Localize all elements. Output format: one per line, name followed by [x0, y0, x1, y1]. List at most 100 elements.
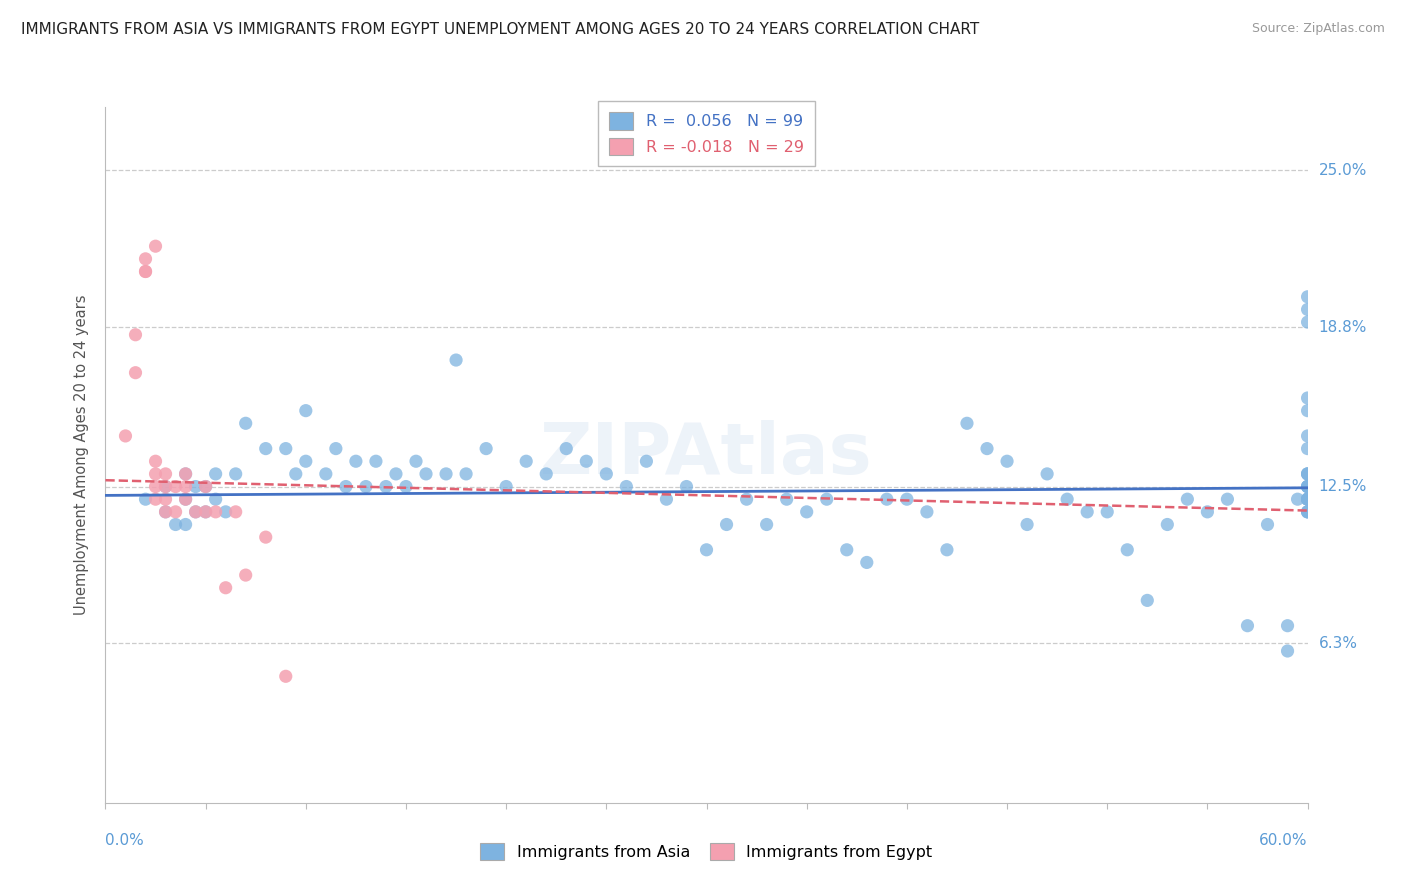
Point [155, 467, 177, 481]
Point [124, 366, 146, 380]
Point [796, 505, 818, 519]
Point [995, 454, 1018, 468]
Point [174, 492, 197, 507]
Point [235, 568, 257, 582]
Point [274, 669, 297, 683]
Point [1296, 467, 1319, 481]
Point [855, 556, 877, 570]
Point [155, 479, 177, 493]
Point [1296, 505, 1319, 519]
Point [1296, 492, 1319, 507]
Point [174, 492, 197, 507]
Point [1216, 492, 1239, 507]
Point [1177, 492, 1199, 507]
Point [295, 403, 318, 417]
Point [194, 505, 217, 519]
Point [1296, 479, 1319, 493]
Point [1296, 479, 1319, 493]
Point [1296, 403, 1319, 417]
Point [184, 505, 207, 519]
Point [135, 264, 157, 278]
Y-axis label: Unemployment Among Ages 20 to 24 years: Unemployment Among Ages 20 to 24 years [75, 294, 90, 615]
Point [1296, 315, 1319, 329]
Point [696, 542, 718, 557]
Text: IMMIGRANTS FROM ASIA VS IMMIGRANTS FROM EGYPT UNEMPLOYMENT AMONG AGES 20 TO 24 Y: IMMIGRANTS FROM ASIA VS IMMIGRANTS FROM … [21, 22, 980, 37]
Point [204, 492, 226, 507]
Point [274, 442, 297, 456]
Legend: Immigrants from Asia, Immigrants from Egypt: Immigrants from Asia, Immigrants from Eg… [470, 831, 943, 871]
Point [444, 353, 467, 368]
Point [284, 467, 307, 481]
Point [194, 479, 217, 493]
Point [1296, 429, 1319, 443]
Text: 0.0%: 0.0% [105, 833, 145, 848]
Point [295, 454, 318, 468]
Point [1296, 479, 1319, 493]
Point [395, 479, 418, 493]
Point [165, 479, 187, 493]
Point [1296, 442, 1319, 456]
Point [135, 492, 157, 507]
Point [204, 467, 226, 481]
Point [174, 467, 197, 481]
Point [1286, 492, 1309, 507]
Point [976, 442, 998, 456]
Point [454, 467, 477, 481]
Text: 60.0%: 60.0% [1260, 833, 1308, 848]
Point [415, 467, 437, 481]
Point [1257, 517, 1279, 532]
Point [755, 517, 778, 532]
Point [145, 492, 167, 507]
Point [165, 505, 187, 519]
Point [1296, 467, 1319, 481]
Point [475, 442, 498, 456]
Point [184, 505, 207, 519]
Point [374, 479, 398, 493]
Point [174, 517, 197, 532]
Point [194, 505, 217, 519]
Point [1056, 492, 1078, 507]
Point [896, 492, 918, 507]
Point [344, 454, 367, 468]
Point [174, 467, 197, 481]
Point [155, 505, 177, 519]
Point [405, 454, 427, 468]
Point [1296, 391, 1319, 405]
Text: 25.0%: 25.0% [1319, 163, 1367, 178]
Text: 6.3%: 6.3% [1319, 636, 1358, 651]
Point [145, 467, 167, 481]
Text: 18.8%: 18.8% [1319, 319, 1367, 334]
Point [214, 505, 236, 519]
Point [254, 530, 277, 544]
Point [135, 264, 157, 278]
Point [124, 327, 146, 342]
Point [595, 467, 617, 481]
Point [364, 454, 387, 468]
Point [155, 479, 177, 493]
Point [1296, 492, 1319, 507]
Point [1296, 505, 1319, 519]
Point [434, 467, 457, 481]
Point [155, 505, 177, 519]
Point [575, 454, 598, 468]
Point [555, 442, 578, 456]
Point [776, 492, 799, 507]
Point [815, 492, 838, 507]
Point [1296, 302, 1319, 317]
Point [165, 517, 187, 532]
Point [135, 252, 157, 266]
Point [325, 442, 347, 456]
Point [1296, 492, 1319, 507]
Point [385, 467, 408, 481]
Point [1277, 644, 1299, 658]
Point [1296, 467, 1319, 481]
Text: Source: ZipAtlas.com: Source: ZipAtlas.com [1251, 22, 1385, 36]
Point [876, 492, 898, 507]
Point [534, 467, 557, 481]
Point [114, 429, 136, 443]
Point [675, 479, 697, 493]
Point [835, 542, 858, 557]
Point [1277, 618, 1299, 632]
Text: 12.5%: 12.5% [1319, 479, 1367, 494]
Point [1236, 618, 1258, 632]
